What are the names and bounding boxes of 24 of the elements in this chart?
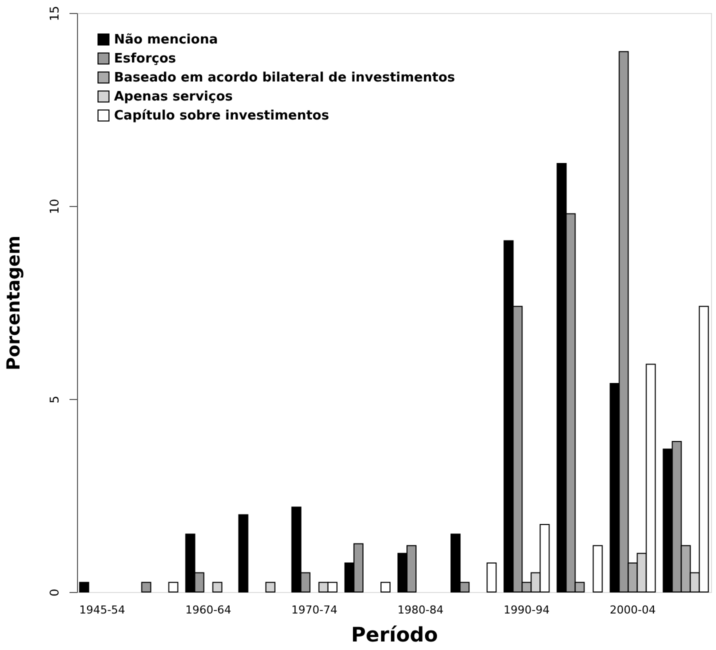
- legend-label: Baseado em acordo bilateral de investimentos: [114, 70, 456, 86]
- bar: [168, 582, 178, 592]
- y-tick-label: 15: [48, 6, 62, 22]
- bar: [141, 582, 152, 592]
- x-axis-title: Período: [351, 622, 438, 646]
- x-tick-label: 1945-54: [79, 604, 126, 616]
- x-tick-label: 1960-64: [185, 604, 232, 616]
- legend-label: Não menciona: [114, 32, 218, 48]
- y-tick-label: 5: [48, 396, 62, 404]
- legend-label: Esforços: [114, 52, 176, 66]
- legend-label: Apenas serviços: [114, 90, 234, 104]
- x-tick-label: 1970-74: [291, 604, 338, 616]
- x-tick-label: 1990-94: [504, 604, 550, 616]
- bar: [380, 582, 391, 592]
- bar: [486, 562, 497, 592]
- bar: [592, 545, 603, 592]
- y-axis-title: Porcentagem: [4, 236, 24, 370]
- bar: [238, 514, 248, 592]
- x-tick-label: 2000-04: [610, 604, 656, 616]
- legend-label: Capítulo sobre investimentos: [114, 108, 330, 124]
- y-tick-label: 10: [48, 198, 62, 214]
- y-tick-label: 0: [48, 588, 62, 596]
- x-tick-label: 1980-84: [398, 604, 444, 616]
- bar: [79, 582, 90, 592]
